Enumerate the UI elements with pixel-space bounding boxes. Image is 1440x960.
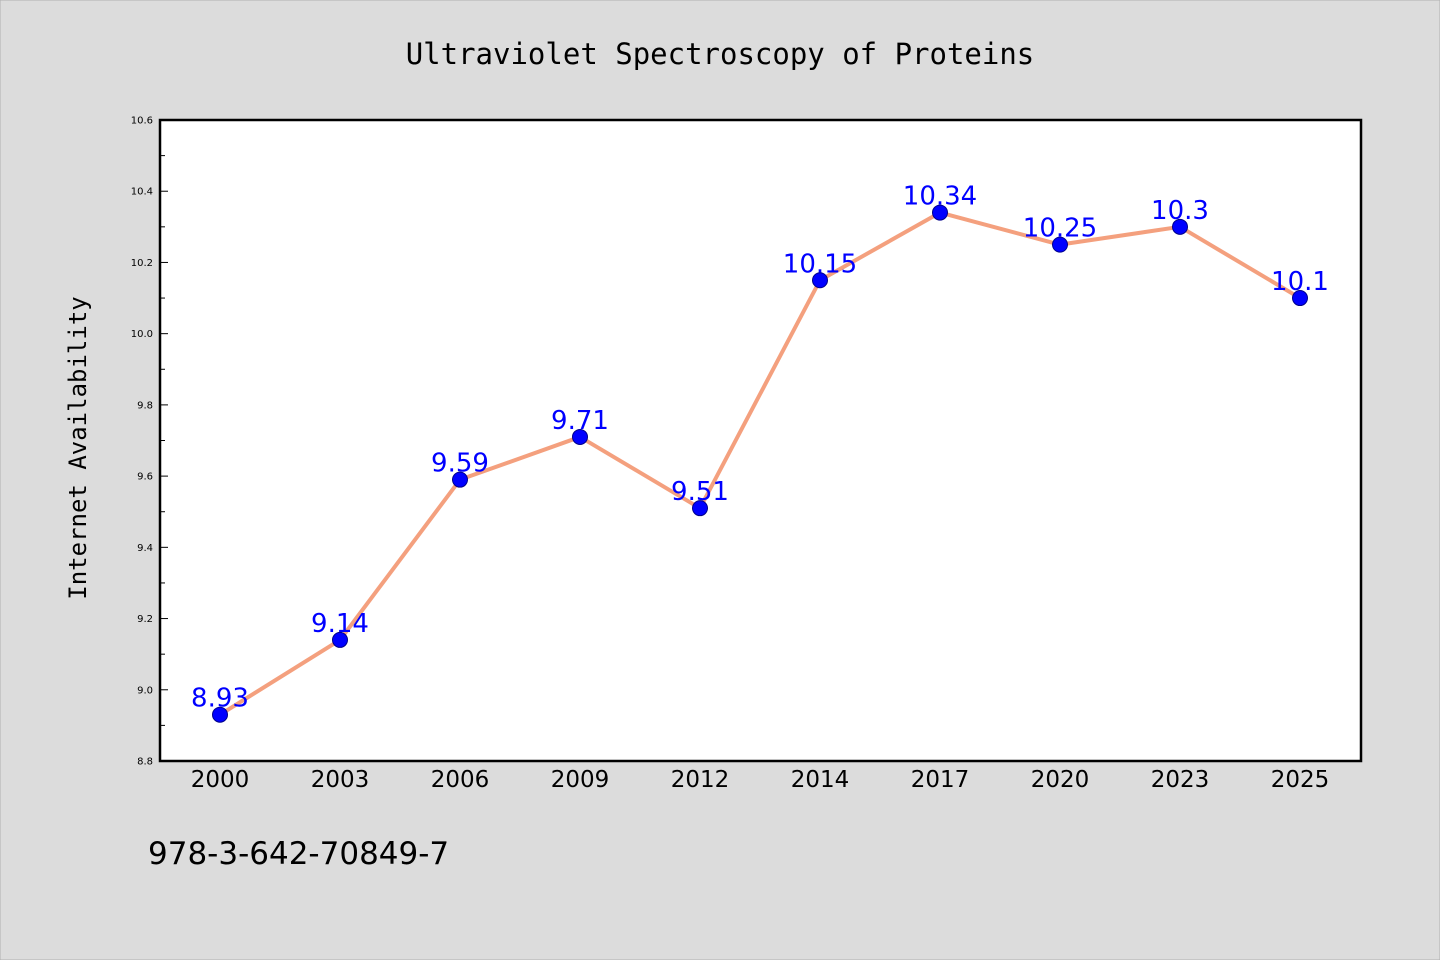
data-label: 10.1 (1271, 267, 1329, 297)
data-label: 10.3 (1151, 196, 1209, 226)
x-tick-label: 2023 (1151, 767, 1210, 793)
chart-title: Ultraviolet Spectroscopy of Proteins (406, 37, 1035, 71)
series-line (218, 210, 1302, 717)
x-tick-label: 2020 (1031, 767, 1090, 793)
y-tick-label: 9.2 (137, 614, 153, 625)
data-label: 10.34 (903, 182, 977, 212)
x-tick-label: 2012 (671, 767, 730, 793)
data-point (572, 428, 588, 445)
data-label: 9.71 (551, 406, 609, 436)
data-label: 8.93 (191, 684, 249, 714)
y-axis-label: Internet Availability (64, 296, 92, 599)
y-tick-label: 10.6 (131, 116, 153, 127)
data-label: 9.14 (311, 609, 369, 639)
plot-area (160, 120, 1361, 761)
y-tick-label: 10.4 (131, 187, 153, 198)
data-point (932, 204, 948, 221)
data-label: 9.59 (431, 449, 489, 479)
x-axis-ticks: 2000 2003 2006 2009 2012 2014 2017 2020 2023 2025 (191, 767, 1330, 793)
series-layer: 8.93 9.14 9.59 9.71 9.51 10.15 10.34 10.25 10.3 1… (191, 182, 1329, 723)
data-label: 9.51 (671, 477, 729, 507)
y-tick-label: 9.4 (137, 543, 153, 554)
data-label: 10.25 (1023, 214, 1097, 244)
x-tick-label: 2014 (791, 767, 850, 793)
data-label: 10.15 (783, 249, 857, 279)
data-point (692, 500, 708, 517)
y-axis-ticks: 8.8 9.0 9.2 9.4 9.6 9.8 10.0 10.2 10.4 10.6 (131, 116, 168, 768)
y-tick-label: 9.8 (137, 400, 153, 411)
data-point (452, 471, 468, 488)
x-tick-label: 2009 (551, 767, 610, 793)
x-tick-label: 2000 (191, 767, 250, 793)
y-tick-label: 9.0 (137, 685, 153, 696)
data-point (812, 272, 828, 289)
x-tick-label: 2025 (1271, 767, 1330, 793)
data-point (1052, 236, 1068, 253)
y-tick-label: 10.0 (131, 329, 153, 340)
data-point (1292, 290, 1308, 307)
y-tick-label: 8.8 (137, 757, 153, 768)
data-point (332, 631, 348, 648)
data-point (1172, 218, 1188, 235)
plot-frame (158, 118, 1363, 763)
isbn-annotation: 978-3-642-70849-7 (148, 836, 449, 872)
x-tick-label: 2017 (911, 767, 970, 793)
y-tick-label: 10.2 (131, 258, 153, 269)
x-tick-label: 2003 (311, 767, 370, 793)
data-point (212, 706, 228, 723)
x-tick-label: 2006 (431, 767, 490, 793)
y-tick-label: 9.6 (137, 472, 153, 483)
